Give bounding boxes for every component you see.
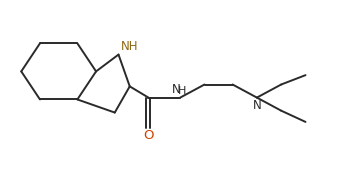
Text: N: N <box>252 99 261 112</box>
Text: NH: NH <box>120 40 138 53</box>
Text: O: O <box>143 129 154 142</box>
Text: H: H <box>178 86 187 96</box>
Text: N: N <box>172 83 181 96</box>
